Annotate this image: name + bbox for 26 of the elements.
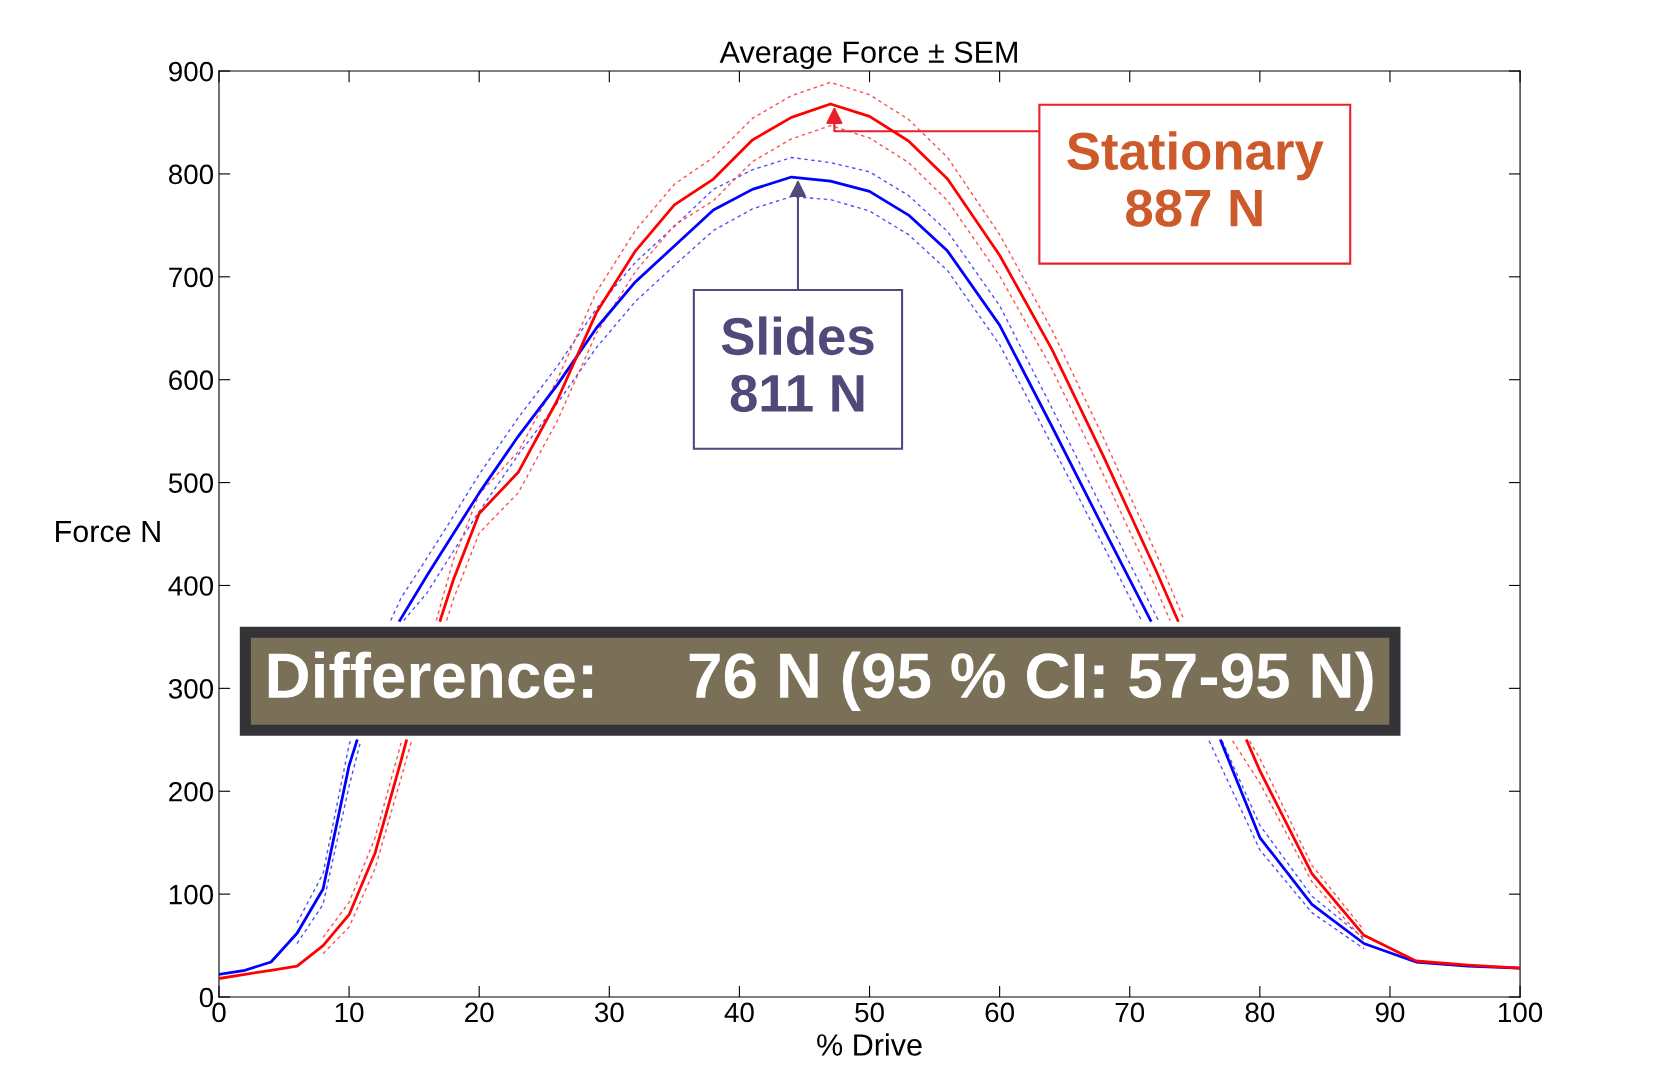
y-tick-label: 600: [169, 370, 214, 391]
x-tick-label: 100: [1499, 1002, 1543, 1023]
y-tick-label: 300: [168, 679, 214, 699]
x-tick-label: 30: [594, 1002, 624, 1023]
x-tick-label: 40: [724, 1002, 754, 1023]
chart-title: Average Force ± SEM: [719, 41, 1017, 70]
annotation: Stationary 887 N: [1067, 131, 1324, 227]
annotation: Slides 811 N: [721, 316, 874, 412]
y-tick-label: 900: [169, 61, 214, 82]
y-tick-label: 800: [168, 164, 214, 185]
annotation: Difference: 76 N (95 % CI: 57-95 N): [268, 651, 1373, 712]
y-tick-label: 0: [199, 987, 214, 1008]
y-tick-label: 200: [169, 781, 214, 802]
x-tick-label: 10: [335, 1002, 364, 1023]
y-axis-title: Force N: [56, 520, 160, 543]
x-tick-label: 90: [1375, 1002, 1405, 1023]
x-tick-label: 80: [1245, 1002, 1275, 1023]
y-tick-label: 500: [168, 473, 214, 493]
x-axis-title: % Drive: [817, 1033, 922, 1056]
y-tick-label: 100: [169, 884, 214, 905]
x-tick-label: 60: [985, 1002, 1014, 1023]
x-tick-label: 50: [855, 1002, 884, 1023]
y-tick-label: 400: [168, 576, 214, 596]
x-tick-label: 20: [465, 1002, 494, 1023]
x-tick-label: 70: [1115, 1002, 1145, 1023]
y-tick-label: 700: [169, 267, 214, 288]
